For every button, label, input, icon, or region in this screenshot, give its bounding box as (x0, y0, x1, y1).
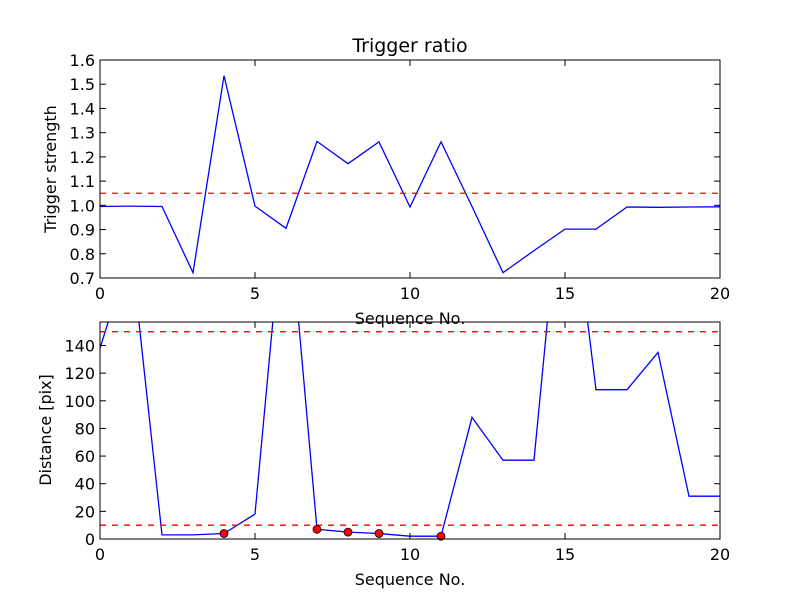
top-series-line (100, 75, 720, 275)
bottom-series-line (100, 322, 720, 537)
bottom-y-tick-label: 40 (75, 475, 95, 494)
bottom-y-tick-label: 140 (64, 336, 95, 355)
top-plot-area (100, 75, 720, 275)
bottom-x-tick-label: 15 (555, 545, 575, 564)
top-y-tick-label: 0.7 (70, 269, 95, 288)
bottom-axes: 0 5 10 15 20 0 20 40 60 80 100 120 140 (64, 322, 730, 564)
top-y-tick-label: 1.5 (70, 75, 95, 94)
top-chart-title: Trigger ratio (351, 35, 467, 57)
top-y-tick-label: 1.1 (70, 172, 95, 191)
bottom-y-tick-label: 100 (64, 392, 95, 411)
top-x-tick-label: 15 (555, 284, 575, 303)
top-panel: Trigger ratio 0 5 10 15 20 0.7 0.8 0.9 1.0 1.1 1.2… (41, 35, 730, 328)
bottom-y-tick-label: 80 (75, 419, 95, 438)
bottom-plot-area (100, 322, 720, 537)
top-y-tick-label: 0.8 (70, 245, 95, 264)
top-x-tick-label: 0 (95, 284, 105, 303)
bottom-x-tick-label: 10 (400, 545, 420, 564)
bottom-x-tick-label: 5 (250, 545, 260, 564)
top-y-axis-label: Trigger strength (41, 105, 60, 234)
top-y-tick-label: 1.4 (70, 99, 95, 118)
bottom-axes-frame (99, 321, 721, 540)
top-axes: 0 5 10 15 20 0.7 0.8 0.9 1.0 1.1 1.2 1.3 1.4 1.5 1.6 (70, 51, 731, 303)
bottom-x-tick-label: 20 (710, 545, 730, 564)
top-y-tick-label: 1.3 (70, 124, 95, 143)
top-x-tick-label: 10 (400, 284, 420, 303)
bottom-marker-point (343, 527, 353, 537)
top-y-tick-label: 1.0 (70, 196, 95, 215)
top-x-tick-label: 5 (250, 284, 260, 303)
bottom-marker-point (374, 529, 384, 538)
top-y-tick-label: 1.6 (70, 51, 95, 70)
bottom-y-axis-label: Distance [pix] (36, 374, 55, 486)
top-y-tick-label: 1.2 (70, 148, 95, 167)
top-axes-frame (99, 59, 721, 279)
top-y-tick-label: 0.9 (70, 221, 95, 240)
bottom-x-axis-label: Sequence No. (355, 570, 466, 589)
bottom-x-tick-label: 0 (95, 545, 105, 564)
bottom-y-tick-label: 120 (64, 364, 95, 383)
top-x-tick-label: 20 (710, 284, 730, 303)
top-x-axis-label: Sequence No. (355, 309, 466, 328)
bottom-y-tick-label: 60 (75, 447, 95, 466)
bottom-marker-point (219, 529, 229, 538)
bottom-y-tick-label: 20 (75, 502, 95, 521)
bottom-marker-point (436, 531, 446, 541)
bottom-marker-point (312, 524, 322, 534)
bottom-y-tick-label: 0 (85, 530, 95, 549)
